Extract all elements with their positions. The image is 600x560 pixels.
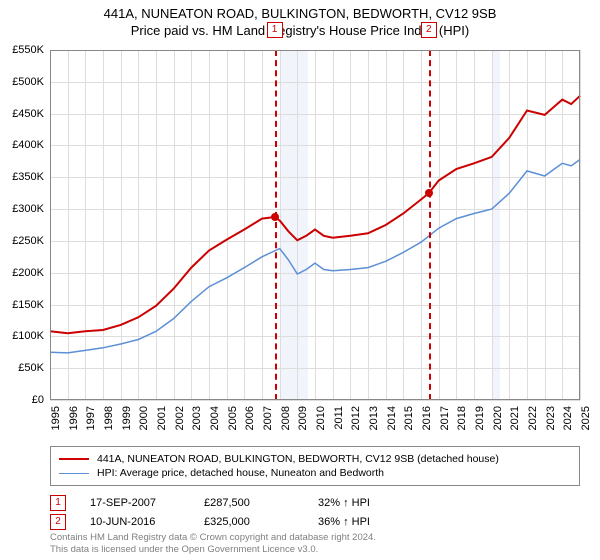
legend-swatch: [59, 473, 89, 474]
y-axis-label: £500K: [12, 76, 44, 88]
y-axis-label: £150K: [12, 299, 44, 311]
title-block: 441A, NUNEATON ROAD, BULKINGTON, BEDWORT…: [0, 0, 600, 38]
y-axis-label: £50K: [18, 362, 44, 374]
x-axis-label: 2007: [262, 406, 274, 430]
events-table: 1 17-SEP-2007 £287,500 32% ↑ HPI 2 10-JUN-201…: [50, 492, 408, 533]
x-axis-label: 2012: [350, 406, 362, 430]
x-axis-label: 1999: [121, 406, 133, 430]
event-delta: 32% ↑ HPI: [318, 497, 408, 509]
event-box: 2: [421, 22, 437, 38]
y-axis-label: £100K: [12, 330, 44, 342]
x-axis-label: 2009: [297, 406, 309, 430]
footer: Contains HM Land Registry data © Crown c…: [50, 532, 376, 556]
footer-line-2: This data is licensed under the Open Gov…: [50, 544, 376, 556]
x-axis-label: 1997: [85, 406, 97, 430]
legend-swatch: [59, 458, 89, 460]
x-axis-label: 2020: [492, 406, 504, 430]
x-axis-label: 2017: [439, 406, 451, 430]
event-number-box: 1: [50, 495, 66, 511]
y-axis-label: £250K: [12, 235, 44, 247]
event-date: 17-SEP-2007: [90, 497, 180, 509]
x-axis-label: 2014: [386, 406, 398, 430]
y-axis-label: £300K: [12, 203, 44, 215]
x-axis-label: 2010: [315, 406, 327, 430]
footer-line-1: Contains HM Land Registry data © Crown c…: [50, 532, 376, 544]
gridline-h: [50, 400, 580, 401]
x-axis-label: 2023: [545, 406, 557, 430]
x-axis-label: 2002: [174, 406, 186, 430]
x-axis-label: 2015: [403, 406, 415, 430]
event-row: 1 17-SEP-2007 £287,500 32% ↑ HPI: [50, 495, 408, 511]
legend-row: HPI: Average price, detached house, Nune…: [59, 467, 571, 479]
title-line-2: Price paid vs. HM Land Registry's House …: [0, 23, 600, 38]
x-axis-label: 2022: [527, 406, 539, 430]
x-axis-label: 1995: [50, 406, 62, 430]
x-axis-label: 2001: [156, 406, 168, 430]
x-axis-label: 2025: [580, 406, 592, 430]
legend-label: 441A, NUNEATON ROAD, BULKINGTON, BEDWORT…: [97, 453, 499, 465]
x-axis-label: 2006: [244, 406, 256, 430]
x-axis-label: 2000: [138, 406, 150, 430]
x-axis-label: 2021: [509, 406, 521, 430]
y-axis-label: £200K: [12, 267, 44, 279]
x-axis-label: 2013: [368, 406, 380, 430]
x-axis-label: 2018: [456, 406, 468, 430]
plot-border: [50, 50, 580, 400]
y-axis-label: £450K: [12, 108, 44, 120]
event-row: 2 10-JUN-2016 £325,000 36% ↑ HPI: [50, 514, 408, 530]
x-axis-label: 2019: [474, 406, 486, 430]
legend: 441A, NUNEATON ROAD, BULKINGTON, BEDWORT…: [50, 446, 580, 486]
y-axis-label: £350K: [12, 171, 44, 183]
title-line-1: 441A, NUNEATON ROAD, BULKINGTON, BEDWORT…: [0, 6, 600, 21]
event-price: £325,000: [204, 516, 294, 528]
x-axis-label: 2008: [280, 406, 292, 430]
x-axis-label: 2003: [191, 406, 203, 430]
event-price: £287,500: [204, 497, 294, 509]
x-axis-label: 2016: [421, 406, 433, 430]
x-axis-label: 2024: [562, 406, 574, 430]
y-axis-label: £0: [32, 394, 44, 406]
x-axis-label: 2004: [209, 406, 221, 430]
y-axis-label: £550K: [12, 44, 44, 56]
x-axis-label: 1996: [68, 406, 80, 430]
gridline-v: [580, 50, 581, 400]
x-axis-label: 2011: [333, 406, 345, 430]
chart-container: 441A, NUNEATON ROAD, BULKINGTON, BEDWORT…: [0, 0, 600, 560]
legend-row: 441A, NUNEATON ROAD, BULKINGTON, BEDWORT…: [59, 453, 571, 465]
event-number-box: 2: [50, 514, 66, 530]
event-delta: 36% ↑ HPI: [318, 516, 408, 528]
event-date: 10-JUN-2016: [90, 516, 180, 528]
x-axis-label: 2005: [227, 406, 239, 430]
x-axis-label: 1998: [103, 406, 115, 430]
event-box: 1: [267, 22, 283, 38]
plot-area: 12 £0£50K£100K£150K£200K£250K£300K£350K£…: [50, 50, 580, 400]
legend-label: HPI: Average price, detached house, Nune…: [97, 467, 384, 479]
y-axis-label: £400K: [12, 139, 44, 151]
